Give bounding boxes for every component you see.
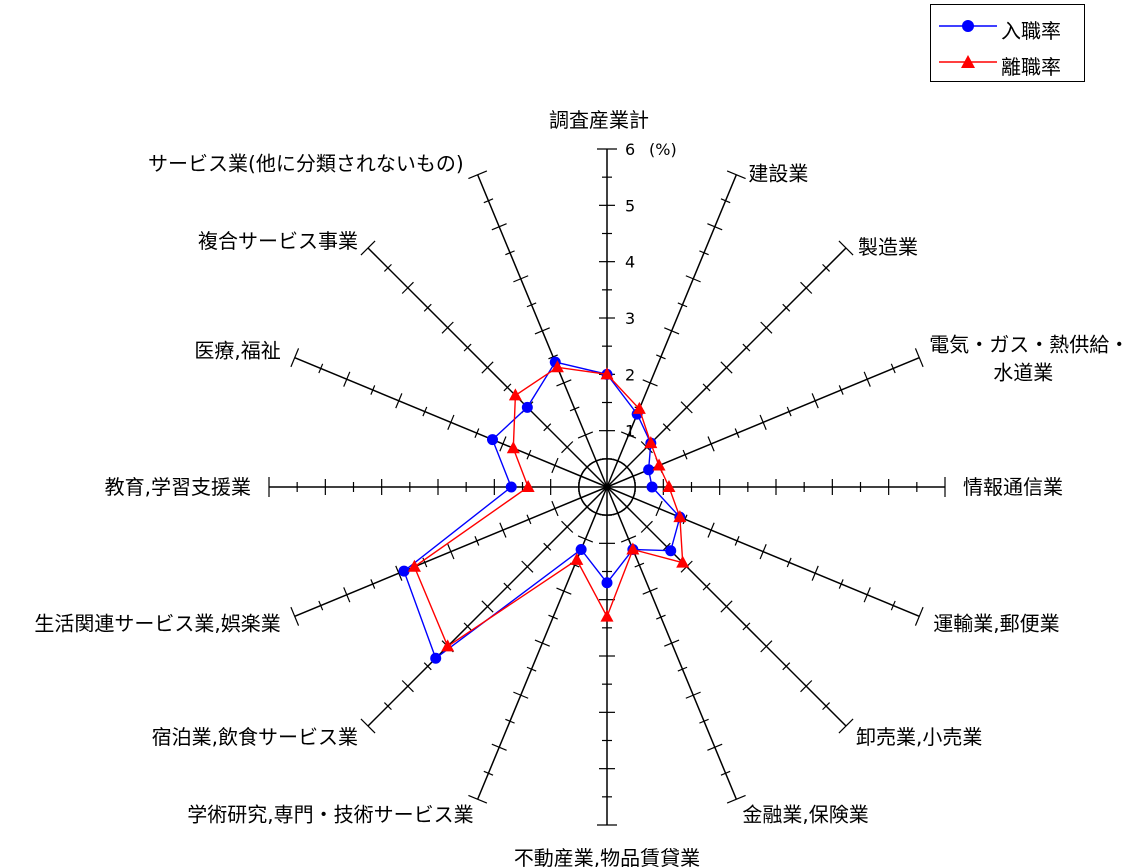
- axis-tick: [500, 523, 506, 538]
- axis-tick: [396, 393, 402, 408]
- radial-tick-label: 3: [625, 309, 635, 328]
- axis-tick: [513, 692, 528, 698]
- axis-tick: [448, 544, 454, 559]
- category-label: サービス業(他に分類されないもの): [148, 152, 464, 176]
- category-label: 学術研究,専門・技術サービス業: [187, 802, 473, 826]
- axis-tick: [552, 501, 558, 516]
- axis-tick: [707, 744, 722, 750]
- legend-item-entry-rate: 入職率: [931, 11, 1084, 41]
- axis-tick: [556, 588, 571, 594]
- data-point: [399, 566, 410, 577]
- axis-tick: [552, 458, 558, 473]
- legend-item-separation-rate: 離職率: [931, 47, 1084, 77]
- data-point: [647, 482, 658, 493]
- category-label: 宿泊業,飲食サービス業: [152, 725, 358, 749]
- data-point: [602, 577, 613, 588]
- axis-tick: [864, 372, 870, 387]
- axis-tick: [535, 328, 550, 334]
- axis-tick: [760, 415, 766, 430]
- axis-tick: [727, 171, 745, 179]
- category-label: 調査産業計: [549, 108, 649, 132]
- axis-tick: [686, 276, 701, 282]
- axis-tick: [344, 587, 350, 602]
- category-label: 教育,学習支援業: [105, 475, 251, 499]
- radar-axes: [269, 149, 945, 825]
- category-label: 電気・ガス・熱供給・水道業: [929, 333, 1129, 385]
- unit-label: (%): [649, 140, 677, 159]
- radial-tick-label: 6: [625, 140, 635, 159]
- radial-tick-label: 4: [625, 253, 635, 272]
- axis-tick: [344, 372, 350, 387]
- axis-tick: [864, 587, 870, 602]
- axis-tick: [621, 536, 636, 542]
- data-point: [487, 434, 498, 445]
- category-label: 生活関連サービス業,娯楽業: [34, 611, 280, 635]
- axis-tick: [448, 415, 454, 430]
- data-point: [430, 653, 441, 664]
- legend: 入職率 離職率: [930, 4, 1085, 82]
- circle-marker-icon: [939, 15, 997, 37]
- triangle-marker-icon: [939, 51, 997, 73]
- category-label: 製造業: [858, 235, 918, 259]
- radial-tick-label: 5: [625, 196, 635, 215]
- axis-tick: [812, 393, 818, 408]
- axis-tick: [643, 588, 658, 594]
- data-point: [601, 610, 614, 622]
- series-separation-rate: [408, 360, 689, 651]
- axis-tick: [664, 640, 679, 646]
- axis-tick: [708, 523, 714, 538]
- axis-tick: [656, 501, 662, 516]
- category-label: 情報通信業: [963, 475, 1063, 499]
- axis-tick: [915, 607, 923, 625]
- axis-tick: [915, 348, 923, 366]
- axis-tick: [686, 692, 701, 698]
- data-point: [662, 480, 675, 492]
- axis-tick: [500, 436, 506, 451]
- axis-tick: [707, 224, 722, 230]
- data-point: [506, 482, 517, 493]
- axis-tick: [760, 544, 766, 559]
- legend-label-entry-rate: 入職率: [1001, 15, 1061, 44]
- category-label: 金融業,保険業: [742, 802, 868, 826]
- axis-tick: [291, 607, 299, 625]
- data-point: [665, 545, 676, 556]
- data-point: [576, 544, 587, 555]
- data-point: [653, 458, 666, 470]
- data-point: [522, 480, 535, 492]
- radar-series: [399, 357, 690, 664]
- axis-tick: [643, 380, 658, 386]
- category-label: 複合サービス事業: [198, 229, 358, 253]
- radial-tick-label: 2: [625, 365, 635, 384]
- axis-tick: [291, 348, 299, 366]
- axis-tick: [468, 171, 486, 179]
- axis-tick: [535, 640, 550, 646]
- category-label: 不動産業,物品賃貸業: [514, 846, 700, 867]
- category-label: 卸売業,小売業: [856, 725, 982, 749]
- axis-tick: [664, 328, 679, 334]
- radial-tick-label: 1: [625, 422, 635, 441]
- axis-tick: [812, 566, 818, 581]
- axis-tick: [578, 432, 593, 438]
- category-label: 運輸業,郵便業: [933, 611, 1059, 635]
- axis-tick: [492, 744, 507, 750]
- axis-tick: [708, 436, 714, 451]
- data-point: [522, 402, 533, 413]
- category-label: 建設業: [748, 162, 808, 186]
- category-label: 医療,福祉: [194, 339, 280, 363]
- axis-tick: [556, 380, 571, 386]
- data-point: [507, 441, 520, 453]
- axis-tick: [513, 276, 528, 282]
- axis-tick: [578, 536, 593, 542]
- legend-label-separation-rate: 離職率: [1001, 51, 1061, 80]
- data-point: [643, 464, 654, 475]
- axis-tick: [492, 224, 507, 230]
